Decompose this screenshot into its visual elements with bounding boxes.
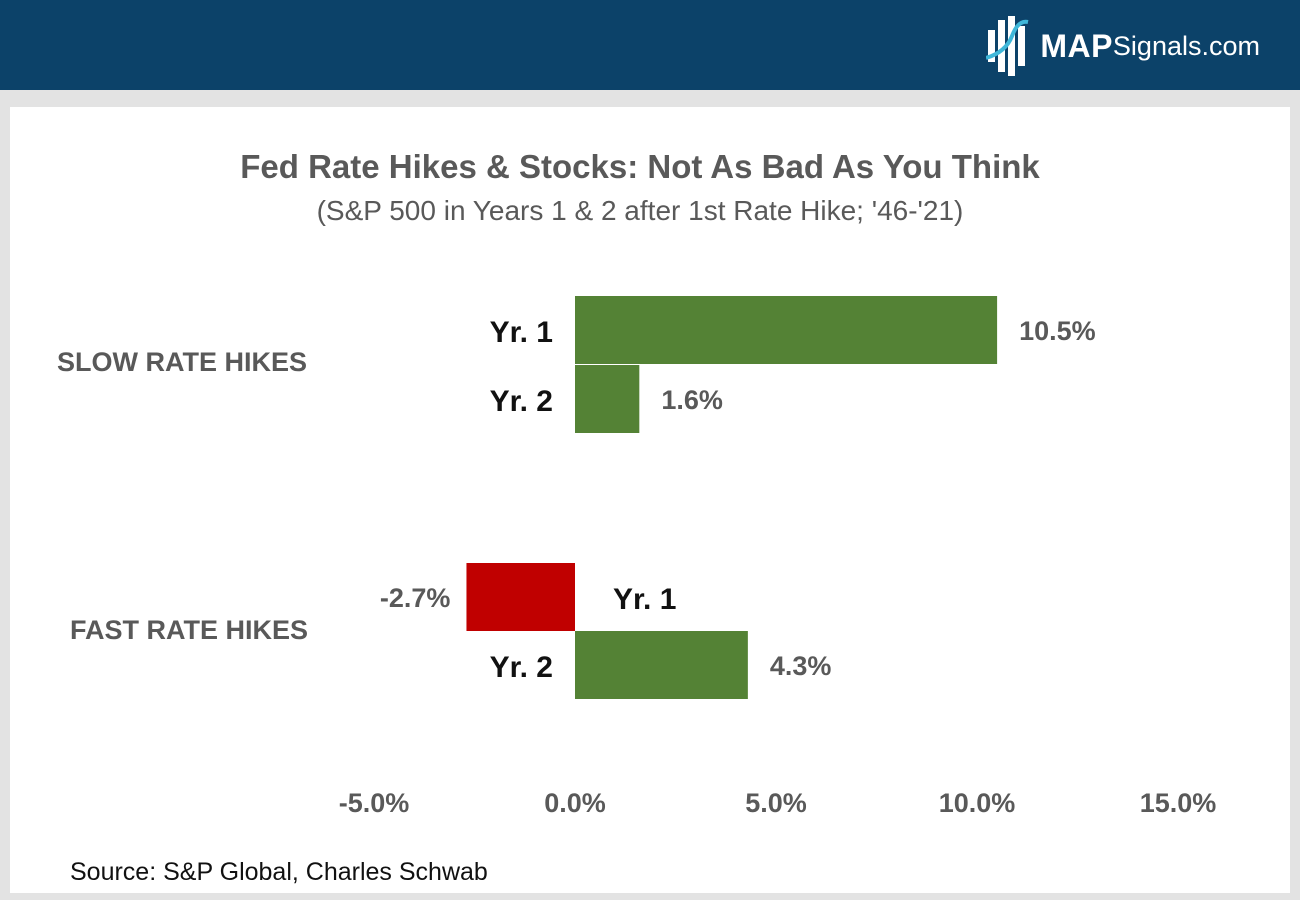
category-label: Yr. 2 (490, 651, 553, 684)
bar-slow-yr2 (575, 365, 640, 433)
group-label-fast: FAST RATE HIKES (70, 615, 309, 645)
x-tick-label: 15.0% (1140, 788, 1217, 818)
data-label: 10.5% (1019, 316, 1096, 346)
data-label: -2.7% (380, 583, 451, 613)
chart-subtitle: (S&P 500 in Years 1 & 2 after 1st Rate H… (316, 195, 964, 226)
mapsignals-logo[interactable]: MAP Signals.com (986, 14, 1260, 78)
x-tick-label: -5.0% (339, 788, 410, 818)
x-tick-label: 0.0% (544, 788, 606, 818)
bar-slow-yr1 (575, 296, 998, 364)
x-tick-label: 5.0% (745, 788, 807, 818)
category-label: Yr. 1 (490, 316, 553, 349)
category-label: Yr. 1 (613, 583, 676, 616)
bar-fast-yr1 (466, 563, 575, 631)
chart-title: Fed Rate Hikes & Stocks: Not As Bad As Y… (240, 148, 1040, 185)
source-note: Source: S&P Global, Charles Schwab (70, 858, 488, 886)
data-label: 1.6% (661, 385, 723, 415)
x-tick-label: 10.0% (939, 788, 1016, 818)
chart-panel (10, 107, 1290, 893)
header-bar: MAP Signals.com (0, 0, 1300, 90)
mapsignals-logo-icon (986, 16, 1029, 76)
group-label-slow: SLOW RATE HIKES (57, 347, 308, 377)
data-label: 4.3% (770, 651, 832, 681)
category-label: Yr. 2 (490, 385, 553, 418)
logo-text-signals: Signals.com (1112, 30, 1260, 61)
logo-text-map: MAP (1040, 27, 1113, 64)
bar-fast-yr2 (575, 631, 748, 699)
